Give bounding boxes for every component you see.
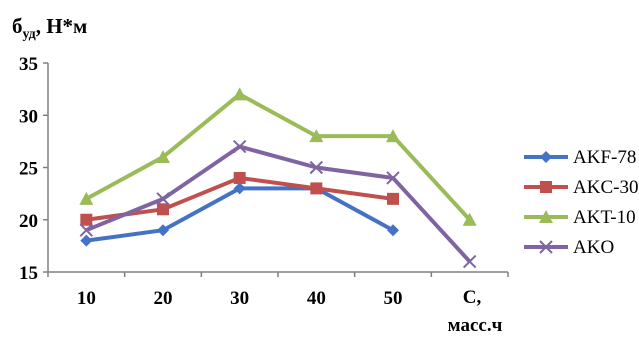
- data-point-ako: [232, 139, 247, 154]
- data-point-akt-10: [156, 150, 170, 164]
- data-point-akf-78: [157, 224, 169, 237]
- data-point-ako: [309, 160, 324, 175]
- legend-label: AKC-30: [573, 177, 638, 198]
- data-point-akc-30: [233, 171, 246, 184]
- legend: AKF-78 AKC-30 AKT-10 AKO: [524, 147, 638, 258]
- data-point-akf-78: [387, 224, 399, 237]
- data-point-akf-78: [80, 234, 93, 247]
- data-point-ako: [156, 192, 170, 206]
- legend-label: AKF-78: [573, 147, 636, 168]
- y-tick-label: 30: [19, 106, 38, 127]
- series-line-akt-10: [85, 92, 472, 222]
- x-tick-label: 10: [77, 288, 96, 309]
- data-point-akt-10: [79, 191, 94, 205]
- x-axis-label-line1: С,: [463, 287, 482, 308]
- legend-marker: [540, 151, 552, 163]
- x-tick-label: 50: [384, 288, 403, 309]
- data-point-akc-30: [80, 213, 93, 226]
- y-axis-label: буд, Н*м: [12, 14, 87, 42]
- x-axis-label-line2: масс.ч: [448, 315, 503, 336]
- x-tick-label: 40: [307, 288, 326, 309]
- data-point-akc-30: [157, 203, 169, 216]
- y-tick-label: 35: [19, 54, 38, 75]
- data-point-akc-30: [387, 192, 399, 205]
- legend-label: AKT-10: [573, 207, 636, 228]
- y-tick-label: 20: [19, 211, 38, 232]
- data-point-ako: [79, 223, 94, 237]
- x-tick-label: 30: [230, 288, 249, 309]
- x-tick-label: 20: [154, 288, 173, 309]
- data-point-ako: [386, 171, 400, 185]
- y-tick-label: 25: [19, 159, 38, 180]
- data-point-akt-10: [386, 129, 400, 143]
- y-tick-label: 15: [19, 263, 38, 284]
- data-point-akf-78: [233, 182, 246, 195]
- legend-marker: [539, 240, 553, 254]
- series-line-ako: [85, 144, 472, 263]
- data-point-akt-10: [232, 87, 247, 101]
- data-point-akt-10: [309, 129, 324, 143]
- data-point-akc-30: [310, 182, 323, 195]
- data-point-ako: [462, 254, 477, 269]
- data-point-akt-10: [462, 212, 477, 226]
- legend-marker: [540, 181, 552, 193]
- legend-label: AKO: [573, 237, 614, 258]
- legend-marker: [539, 210, 553, 223]
